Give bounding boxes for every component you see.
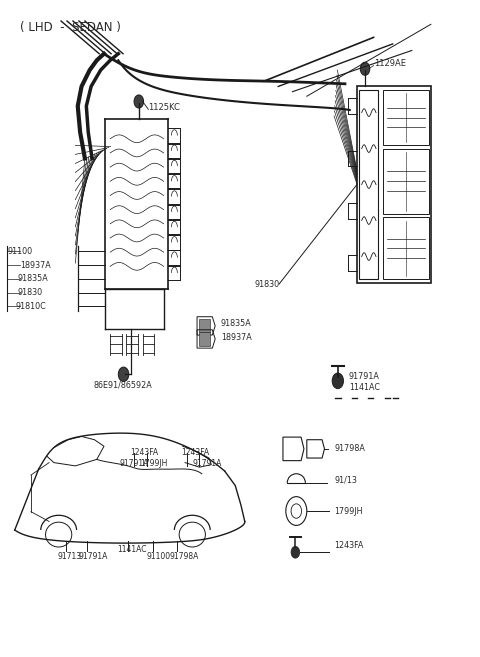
Text: 86E91/86592A: 86E91/86592A <box>93 380 152 389</box>
Text: 91791A: 91791A <box>349 373 380 382</box>
Text: ( LHD  -  SEDAN ): ( LHD - SEDAN ) <box>20 21 120 34</box>
Bar <box>199 332 210 346</box>
Text: 91/13: 91/13 <box>335 476 358 485</box>
Text: 91791A: 91791A <box>192 459 222 468</box>
Bar <box>199 319 210 332</box>
Text: 91835A: 91835A <box>221 319 252 328</box>
Text: 1243FA: 1243FA <box>335 541 364 550</box>
Bar <box>357 87 431 283</box>
Text: 91713: 91713 <box>58 552 82 560</box>
Bar <box>360 90 378 279</box>
Text: 91100: 91100 <box>147 552 171 560</box>
Circle shape <box>360 62 370 76</box>
Text: 1141AC: 1141AC <box>349 383 380 392</box>
Text: 91798A: 91798A <box>169 552 199 560</box>
Text: 91830: 91830 <box>18 288 43 297</box>
Circle shape <box>291 547 300 558</box>
Circle shape <box>118 367 129 382</box>
Text: 91100: 91100 <box>7 247 32 256</box>
Text: 91791A: 91791A <box>79 552 108 560</box>
Text: 1799JH: 1799JH <box>140 459 167 468</box>
Text: 1141AC: 1141AC <box>117 545 147 554</box>
Text: 18937A: 18937A <box>221 332 252 342</box>
Circle shape <box>332 373 344 389</box>
Text: 1129AE: 1129AE <box>373 59 406 68</box>
Bar <box>383 148 429 214</box>
Text: 1243FA: 1243FA <box>130 448 158 457</box>
Text: 91835A: 91835A <box>18 274 48 283</box>
Text: 91830: 91830 <box>254 279 279 288</box>
Text: 1799JH: 1799JH <box>335 507 363 516</box>
Text: 1125KC: 1125KC <box>148 103 180 112</box>
Text: 91798A: 91798A <box>335 444 365 453</box>
Bar <box>383 90 429 145</box>
Text: 91791A: 91791A <box>119 459 149 468</box>
Bar <box>383 217 429 279</box>
Text: 91810C: 91810C <box>16 302 47 311</box>
Text: 1243FA: 1243FA <box>181 448 209 457</box>
Circle shape <box>134 95 144 108</box>
Text: 18937A: 18937A <box>21 261 51 269</box>
